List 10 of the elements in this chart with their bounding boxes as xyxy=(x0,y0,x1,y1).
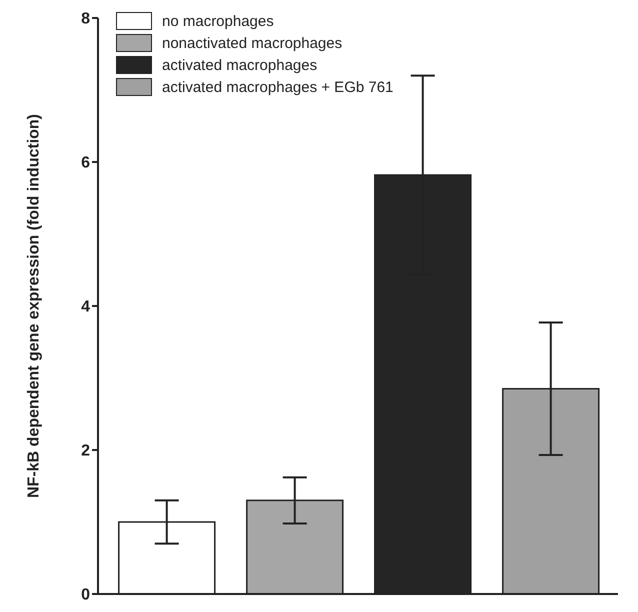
legend-label: activated macrophages xyxy=(162,56,318,74)
legend-label: nonactivated macrophages xyxy=(162,34,342,52)
y-axis-title: NF-kB dependent gene expression (fold induction) xyxy=(26,114,43,498)
y-tick-label: 8 xyxy=(81,10,90,28)
y-tick-label: 6 xyxy=(81,154,90,172)
y-tick-label: 2 xyxy=(81,442,90,460)
y-tick-label: 0 xyxy=(81,586,90,604)
legend-label: no macrophages xyxy=(162,12,274,30)
y-tick-label: 4 xyxy=(81,298,90,316)
legend-label: activated macrophages + EGb 761 xyxy=(162,78,394,96)
